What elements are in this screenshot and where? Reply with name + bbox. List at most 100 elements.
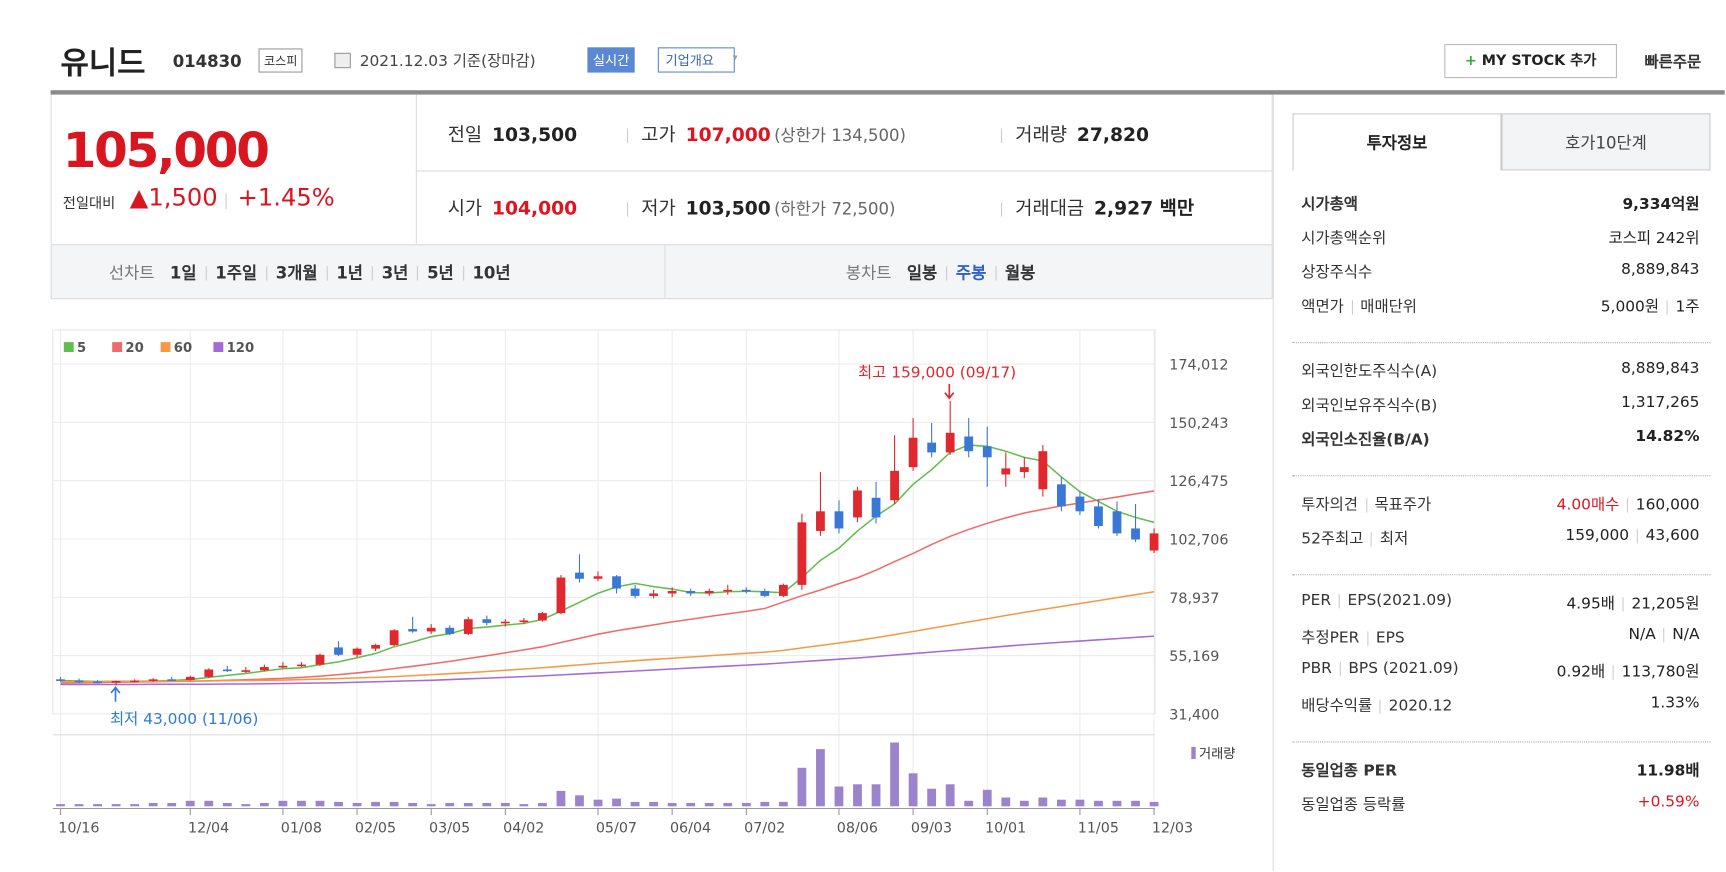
group-divider bbox=[1292, 741, 1711, 743]
info-value: 159,000 43,600 bbox=[1565, 527, 1699, 545]
candle-body bbox=[1075, 496, 1085, 512]
volume-bar bbox=[667, 803, 677, 807]
candle-body bbox=[278, 665, 288, 668]
candle-body bbox=[185, 676, 195, 681]
label-part: 배당수익률 bbox=[1301, 697, 1373, 715]
volume-bar bbox=[148, 803, 158, 807]
volume-bar bbox=[259, 803, 269, 807]
label-part: 외국인한도주식수(A) bbox=[1301, 363, 1438, 381]
volume-bar bbox=[741, 803, 751, 807]
group-divider bbox=[1292, 342, 1711, 344]
separator bbox=[1001, 201, 1003, 217]
tab-option[interactable]: 3개월 bbox=[275, 262, 318, 283]
candle-body bbox=[445, 627, 455, 634]
separator bbox=[627, 128, 629, 143]
separator bbox=[1367, 630, 1369, 646]
tab-option[interactable]: 3년 bbox=[381, 262, 409, 283]
candle-body bbox=[686, 591, 696, 594]
tab-option[interactable]: 월봉 bbox=[1004, 262, 1036, 283]
x-tick-label: 10/16 bbox=[58, 821, 99, 837]
volume-bar bbox=[760, 801, 770, 807]
volume-bar bbox=[222, 803, 232, 807]
dropdown-caret: ▾ bbox=[732, 52, 738, 64]
candle-body bbox=[945, 432, 955, 453]
field-value: 103,500 bbox=[492, 124, 578, 147]
volume-bar bbox=[482, 803, 492, 807]
info-value: 14.82% bbox=[1635, 428, 1699, 446]
separator bbox=[326, 266, 328, 281]
info-label: 외국인소진율(B/A) bbox=[1301, 428, 1429, 450]
label-part: EPS bbox=[1375, 629, 1405, 647]
info-tab[interactable]: 호가10단계 bbox=[1501, 113, 1711, 171]
quick-order[interactable]: 빠른주문 bbox=[1644, 53, 1702, 72]
candle-body bbox=[649, 593, 659, 596]
x-tick-label: 05/07 bbox=[596, 821, 637, 837]
candle-body bbox=[426, 627, 436, 632]
value-part: 159,000 bbox=[1565, 526, 1630, 545]
info-value: 8,889,843 bbox=[1621, 360, 1699, 378]
candle-body bbox=[1056, 484, 1066, 507]
candle-body bbox=[500, 621, 510, 624]
quote-field: 거래대금 2,927 백만 bbox=[1001, 193, 1194, 220]
candle-body bbox=[241, 670, 251, 672]
volume-bar bbox=[185, 800, 195, 807]
info-tab[interactable]: 투자정보 bbox=[1292, 113, 1502, 171]
company-info-button[interactable]: 기업개요 bbox=[657, 47, 735, 73]
y-tick-label: 126,475 bbox=[1169, 474, 1228, 490]
legend-swatch bbox=[112, 342, 123, 352]
y-tick-label: 174,012 bbox=[1169, 358, 1228, 374]
separator bbox=[205, 266, 207, 281]
label-part: 추정PER bbox=[1301, 629, 1360, 647]
volume-bar bbox=[1001, 797, 1011, 807]
x-tick-label: 07/02 bbox=[744, 821, 785, 837]
tab-option[interactable]: 1주일 bbox=[215, 262, 258, 283]
candle-body bbox=[964, 436, 974, 452]
candle-body bbox=[463, 619, 473, 634]
label-part: 2020.12 bbox=[1388, 697, 1453, 715]
tab-option[interactable]: 1년 bbox=[336, 262, 363, 283]
volume-bar bbox=[1131, 800, 1140, 807]
field-extra: (상한가 134,500) bbox=[774, 125, 906, 146]
info-value: 8,889,843 bbox=[1621, 261, 1699, 279]
volume-bar bbox=[575, 795, 584, 807]
field-extra: (하한가 72,500) bbox=[774, 199, 896, 219]
info-value: +0.59% bbox=[1638, 793, 1700, 811]
legend-label: 60 bbox=[174, 341, 192, 356]
value-part: N/A bbox=[1672, 625, 1700, 644]
annotation-arrow bbox=[944, 383, 955, 400]
label-part: 동일업종 등락률 bbox=[1301, 796, 1406, 814]
volume-bar bbox=[74, 804, 84, 807]
volume-bar bbox=[371, 801, 380, 807]
tab-option[interactable]: 10년 bbox=[472, 262, 511, 283]
volume-bar bbox=[278, 800, 288, 807]
quote-field: 전일 103,500 bbox=[448, 119, 578, 147]
tab-option[interactable]: 5년 bbox=[427, 262, 454, 283]
field-label: 시가 bbox=[447, 198, 483, 220]
volume-bar bbox=[964, 800, 974, 807]
value-part: 코스피 242위 bbox=[1608, 229, 1700, 248]
tab-option[interactable]: 1일 bbox=[169, 262, 197, 283]
y-tick-label: 55,169 bbox=[1169, 649, 1219, 665]
info-value: 4.95배 21,205원 bbox=[1566, 592, 1699, 614]
realtime-button[interactable]: 실시간 bbox=[587, 47, 635, 73]
x-tick-label: 12/03 bbox=[1152, 821, 1193, 837]
label-part: 동일업종 PER bbox=[1301, 762, 1397, 780]
tab-option[interactable]: 일봉 bbox=[906, 262, 938, 283]
candle-body bbox=[834, 511, 844, 529]
separator bbox=[995, 266, 997, 281]
info-value: 9,334억원 bbox=[1622, 193, 1699, 215]
label-part: 투자의견 bbox=[1301, 496, 1358, 514]
separator bbox=[946, 266, 948, 281]
separator bbox=[627, 201, 629, 217]
tab-option[interactable]: 주봉 bbox=[955, 262, 987, 283]
change-label: 전일대비 bbox=[62, 195, 116, 213]
candle-body bbox=[259, 667, 269, 671]
my-stock-button[interactable]: + MY STOCK 추가 bbox=[1444, 44, 1617, 79]
candle-body bbox=[148, 679, 158, 681]
divider bbox=[415, 170, 1272, 172]
calendar-icon bbox=[334, 52, 351, 69]
annotation-arrow bbox=[110, 686, 121, 702]
legend-swatch bbox=[213, 342, 224, 352]
value-part: 1주 bbox=[1675, 298, 1700, 316]
candle-body bbox=[853, 490, 862, 518]
